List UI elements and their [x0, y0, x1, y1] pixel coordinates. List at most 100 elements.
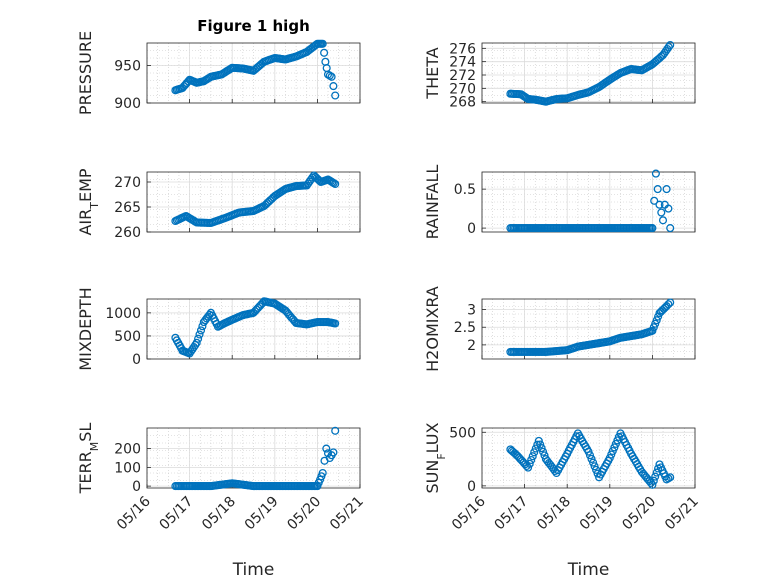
data-point — [527, 455, 536, 465]
y-tick-label: 274 — [449, 55, 476, 71]
data-point — [534, 436, 543, 445]
x-tick-label: 05/18 — [534, 494, 574, 534]
y-tick-label: 0 — [467, 479, 476, 495]
x-tick-label: 05/20 — [619, 494, 659, 534]
panel-terr-msl: 0 100 200 05/16 05/17 05/18 05/19 05/20 05/21 TER… — [76, 423, 367, 534]
data-point — [666, 473, 675, 482]
data-point — [664, 42, 673, 52]
y-tick-label: 2 — [467, 338, 476, 354]
data-point — [320, 48, 329, 57]
x-tick-label: 05/17 — [492, 494, 532, 534]
y-tick-label: 268 — [449, 95, 476, 111]
data-point — [662, 185, 671, 194]
data-point — [650, 196, 659, 205]
data-point — [528, 452, 537, 461]
y-axis-label: TERRMSL — [76, 423, 101, 495]
y-axis-label: RAINFALL — [423, 165, 442, 240]
axes-box — [481, 42, 696, 104]
x-axis-label-left: Time — [232, 560, 275, 580]
axes-box — [146, 42, 361, 104]
y-tick-label: 100 — [114, 460, 141, 476]
y-tick-label: 950 — [114, 59, 141, 75]
data-point — [318, 39, 327, 48]
data-point — [666, 224, 675, 233]
data-point — [331, 179, 340, 189]
data-point — [651, 472, 660, 481]
y-axis-label: THETA — [423, 47, 442, 99]
y-axis-label: H2OMIXRA — [423, 286, 442, 372]
data-point — [192, 338, 201, 347]
panel-pressure: 900 950 PRESSURE — [76, 31, 361, 115]
panel-air-temp: 260 265 270 AIRTEMP — [76, 168, 361, 241]
y-tick-label: 500 — [114, 329, 141, 345]
data-point — [666, 40, 675, 50]
data-point — [524, 463, 533, 472]
y-tick-label: 500 — [449, 425, 476, 441]
y-axis-label: MIXDEPTH — [76, 287, 95, 370]
data-point — [318, 468, 327, 478]
panel-sun-flux: 0 500 05/16 05/17 05/18 05/19 05/20 05/21 SUNFLU… — [423, 422, 702, 533]
data-point — [657, 208, 666, 217]
data-point — [331, 319, 340, 328]
y-tick-label: 270 — [114, 175, 141, 191]
y-axis-label: PRESSURE — [76, 31, 95, 115]
data-point — [329, 448, 338, 457]
data-point — [587, 454, 596, 463]
axes-box — [481, 298, 696, 360]
data-point — [666, 298, 675, 307]
x-tick-label: 05/21 — [662, 494, 702, 534]
y-tick-label: 0 — [132, 479, 141, 495]
x-tick-label: 05/19 — [242, 494, 282, 534]
data-point — [525, 459, 534, 468]
data-point — [664, 300, 673, 309]
y-tick-label: 0.5 — [454, 182, 476, 198]
data-point — [655, 200, 664, 209]
data-point — [651, 169, 660, 178]
x-axis-label-right: Time — [567, 560, 610, 580]
x-tick-label: 05/18 — [199, 494, 239, 534]
data-point — [648, 326, 657, 335]
data-point — [530, 448, 539, 457]
y-tick-label: 3 — [467, 303, 476, 319]
y-tick-label: 265 — [114, 200, 141, 216]
data-point — [195, 330, 204, 339]
data-point — [585, 451, 595, 460]
y-tick-label: 276 — [449, 41, 476, 57]
data-point — [648, 480, 657, 489]
x-tick-label: 05/17 — [157, 494, 197, 534]
panel-rainfall: 0 0.5 RAINFALL — [423, 165, 696, 240]
data-point — [329, 82, 338, 91]
data-point — [649, 476, 658, 485]
figure-title: Figure 1 high — [197, 17, 310, 35]
y-tick-label: 900 — [114, 96, 141, 112]
y-axis-label: SUNFLUX — [423, 422, 448, 493]
data-point — [325, 71, 334, 80]
y-tick-label: 270 — [449, 81, 476, 97]
y-tick-label: 2.5 — [454, 320, 476, 336]
data-point — [531, 444, 540, 453]
data-point — [589, 458, 598, 467]
y-tick-label: 1000 — [105, 306, 141, 322]
x-tick-label: 05/21 — [327, 494, 367, 534]
data-point — [590, 462, 599, 471]
y-tick-label: 0 — [132, 352, 141, 368]
data-point — [322, 444, 331, 453]
axes-box — [481, 427, 696, 489]
axes-box — [146, 298, 361, 360]
data-point — [539, 447, 548, 456]
y-tick-label: 200 — [114, 442, 141, 458]
y-axis-label: AIRTEMP — [76, 168, 101, 235]
data-point — [537, 444, 546, 453]
data-point — [648, 224, 657, 233]
data-point — [584, 447, 593, 456]
data-point — [653, 185, 662, 194]
data-point — [196, 326, 206, 335]
x-tick-label: 05/19 — [577, 494, 617, 534]
x-tick-label: 05/16 — [114, 493, 154, 533]
panel-h2omixra: 2 2.53 H2OMIXRA — [423, 286, 696, 372]
panel-mixdepth: 0 500 1000 MIXDEPTH — [76, 287, 361, 371]
data-point — [664, 204, 673, 213]
y-tick-label: 260 — [114, 225, 141, 241]
